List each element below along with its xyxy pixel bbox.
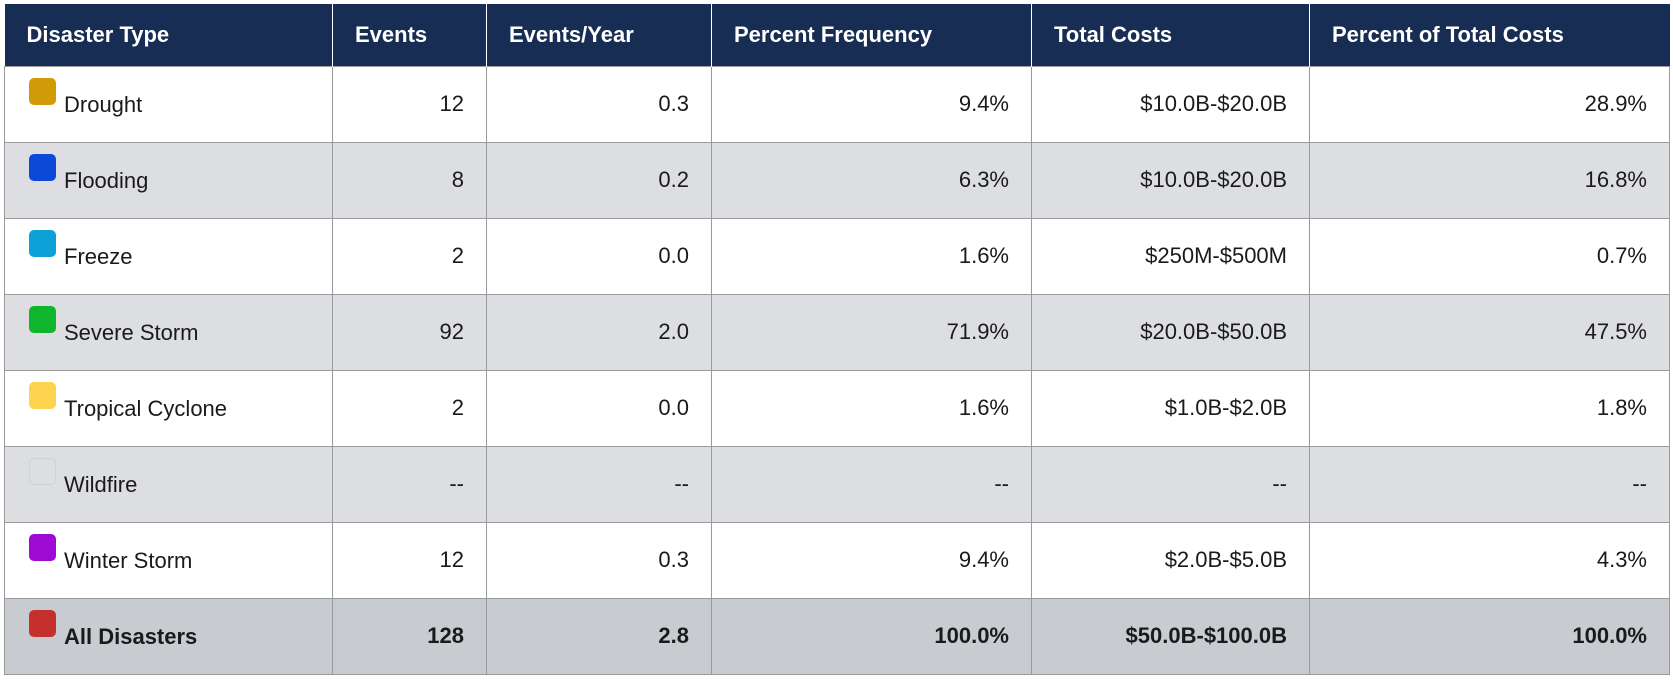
percent-frequency-cell: -- bbox=[711, 445, 1032, 523]
events-per-year-cell: 0.3 bbox=[486, 521, 712, 599]
disaster-type-label: Drought bbox=[64, 91, 143, 117]
header-total-costs: Total Costs bbox=[1031, 4, 1310, 66]
table-row: Drought 12 0.3 9.4% $10.0B-$20.0B 28.9% bbox=[4, 65, 1670, 143]
percent-frequency-cell: 9.4% bbox=[711, 65, 1032, 143]
percent-frequency-cell: 71.9% bbox=[711, 293, 1032, 371]
total-costs-cell: $20.0B-$50.0B bbox=[1031, 293, 1310, 371]
events-cell: 12 bbox=[332, 65, 487, 143]
disaster-type-cell: Wildfire bbox=[4, 445, 333, 523]
percent-total-costs-cell: 47.5% bbox=[1309, 293, 1670, 371]
events-per-year-cell: -- bbox=[486, 445, 712, 523]
disaster-type-cell: Drought bbox=[4, 65, 333, 143]
drought-color-swatch bbox=[29, 78, 56, 106]
total-costs-cell: $2.0B-$5.0B bbox=[1031, 521, 1310, 599]
events-per-year-cell: 2.8 bbox=[486, 597, 712, 675]
disaster-type-label: Wildfire bbox=[64, 471, 138, 497]
disaster-type-label: Winter Storm bbox=[64, 547, 193, 573]
tropical-cyclone-color-swatch bbox=[29, 382, 56, 410]
table-row: Freeze 2 0.0 1.6% $250M-$500M 0.7% bbox=[4, 217, 1670, 295]
header-percent-frequency: Percent Frequency bbox=[711, 4, 1032, 66]
disaster-type-cell: Winter Storm bbox=[4, 521, 333, 599]
total-costs-cell: -- bbox=[1031, 445, 1310, 523]
severe-storm-color-swatch bbox=[29, 306, 56, 334]
disaster-type-cell: Flooding bbox=[4, 141, 333, 219]
events-per-year-cell: 0.0 bbox=[486, 217, 712, 295]
percent-frequency-cell: 1.6% bbox=[711, 369, 1032, 447]
events-cell: 128 bbox=[332, 597, 487, 675]
total-costs-cell: $50.0B-$100.0B bbox=[1031, 597, 1310, 675]
disaster-type-cell: Severe Storm bbox=[4, 293, 333, 371]
header-percent-of-total-costs: Percent of Total Costs bbox=[1309, 4, 1670, 66]
events-cell: 92 bbox=[332, 293, 487, 371]
table-row: Severe Storm 92 2.0 71.9% $20.0B-$50.0B … bbox=[4, 293, 1670, 371]
header-events-per-year: Events/Year bbox=[486, 4, 712, 66]
disaster-type-label: Flooding bbox=[64, 167, 149, 193]
events-cell: 8 bbox=[332, 141, 487, 219]
percent-total-costs-cell: 28.9% bbox=[1309, 65, 1670, 143]
total-costs-cell: $250M-$500M bbox=[1031, 217, 1310, 295]
events-cell: 12 bbox=[332, 521, 487, 599]
events-cell: 2 bbox=[332, 217, 487, 295]
total-row: All Disasters 128 2.8 100.0% $50.0B-$100… bbox=[4, 597, 1670, 675]
table-header: Disaster Type Events Events/Year Percent… bbox=[4, 4, 1670, 66]
events-per-year-cell: 0.0 bbox=[486, 369, 712, 447]
percent-total-costs-cell: -- bbox=[1309, 445, 1670, 523]
percent-total-costs-cell: 0.7% bbox=[1309, 217, 1670, 295]
events-per-year-cell: 2.0 bbox=[486, 293, 712, 371]
percent-total-costs-cell: 16.8% bbox=[1309, 141, 1670, 219]
freeze-color-swatch bbox=[29, 230, 56, 258]
winter-storm-color-swatch bbox=[29, 534, 56, 562]
disaster-type-label: Freeze bbox=[64, 243, 133, 269]
percent-frequency-cell: 6.3% bbox=[711, 141, 1032, 219]
total-costs-cell: $1.0B-$2.0B bbox=[1031, 369, 1310, 447]
total-costs-cell: $10.0B-$20.0B bbox=[1031, 65, 1310, 143]
percent-frequency-cell: 100.0% bbox=[711, 597, 1032, 675]
disaster-type-cell: Tropical Cyclone bbox=[4, 369, 333, 447]
events-per-year-cell: 0.2 bbox=[486, 141, 712, 219]
percent-total-costs-cell: 1.8% bbox=[1309, 369, 1670, 447]
flooding-color-swatch bbox=[29, 154, 56, 182]
wildfire-color-swatch bbox=[29, 458, 56, 486]
percent-total-costs-cell: 100.0% bbox=[1309, 597, 1670, 675]
all-disasters-color-swatch bbox=[29, 610, 56, 638]
header-row: Disaster Type Events Events/Year Percent… bbox=[4, 4, 1670, 66]
disaster-type-label: Tropical Cyclone bbox=[64, 395, 228, 421]
table-row: Wildfire -- -- -- -- -- bbox=[4, 445, 1670, 523]
header-disaster-type: Disaster Type bbox=[4, 4, 333, 66]
disaster-summary-table-container: Disaster Type Events Events/Year Percent… bbox=[4, 4, 1670, 675]
percent-frequency-cell: 9.4% bbox=[711, 521, 1032, 599]
total-costs-cell: $10.0B-$20.0B bbox=[1031, 141, 1310, 219]
events-cell: 2 bbox=[332, 369, 487, 447]
percent-total-costs-cell: 4.3% bbox=[1309, 521, 1670, 599]
disaster-type-label: All Disasters bbox=[64, 623, 198, 649]
table-row: Flooding 8 0.2 6.3% $10.0B-$20.0B 16.8% bbox=[4, 141, 1670, 219]
disaster-type-cell: Freeze bbox=[4, 217, 333, 295]
header-events: Events bbox=[332, 4, 487, 66]
table-row: Winter Storm 12 0.3 9.4% $2.0B-$5.0B 4.3… bbox=[4, 521, 1670, 599]
table-body: Drought 12 0.3 9.4% $10.0B-$20.0B 28.9% … bbox=[4, 65, 1670, 675]
events-per-year-cell: 0.3 bbox=[486, 65, 712, 143]
percent-frequency-cell: 1.6% bbox=[711, 217, 1032, 295]
events-cell: -- bbox=[332, 445, 487, 523]
disaster-type-label: Severe Storm bbox=[64, 319, 199, 345]
disaster-type-cell: All Disasters bbox=[4, 597, 333, 675]
disaster-summary-table: Disaster Type Events Events/Year Percent… bbox=[4, 4, 1670, 675]
table-row: Tropical Cyclone 2 0.0 1.6% $1.0B-$2.0B … bbox=[4, 369, 1670, 447]
